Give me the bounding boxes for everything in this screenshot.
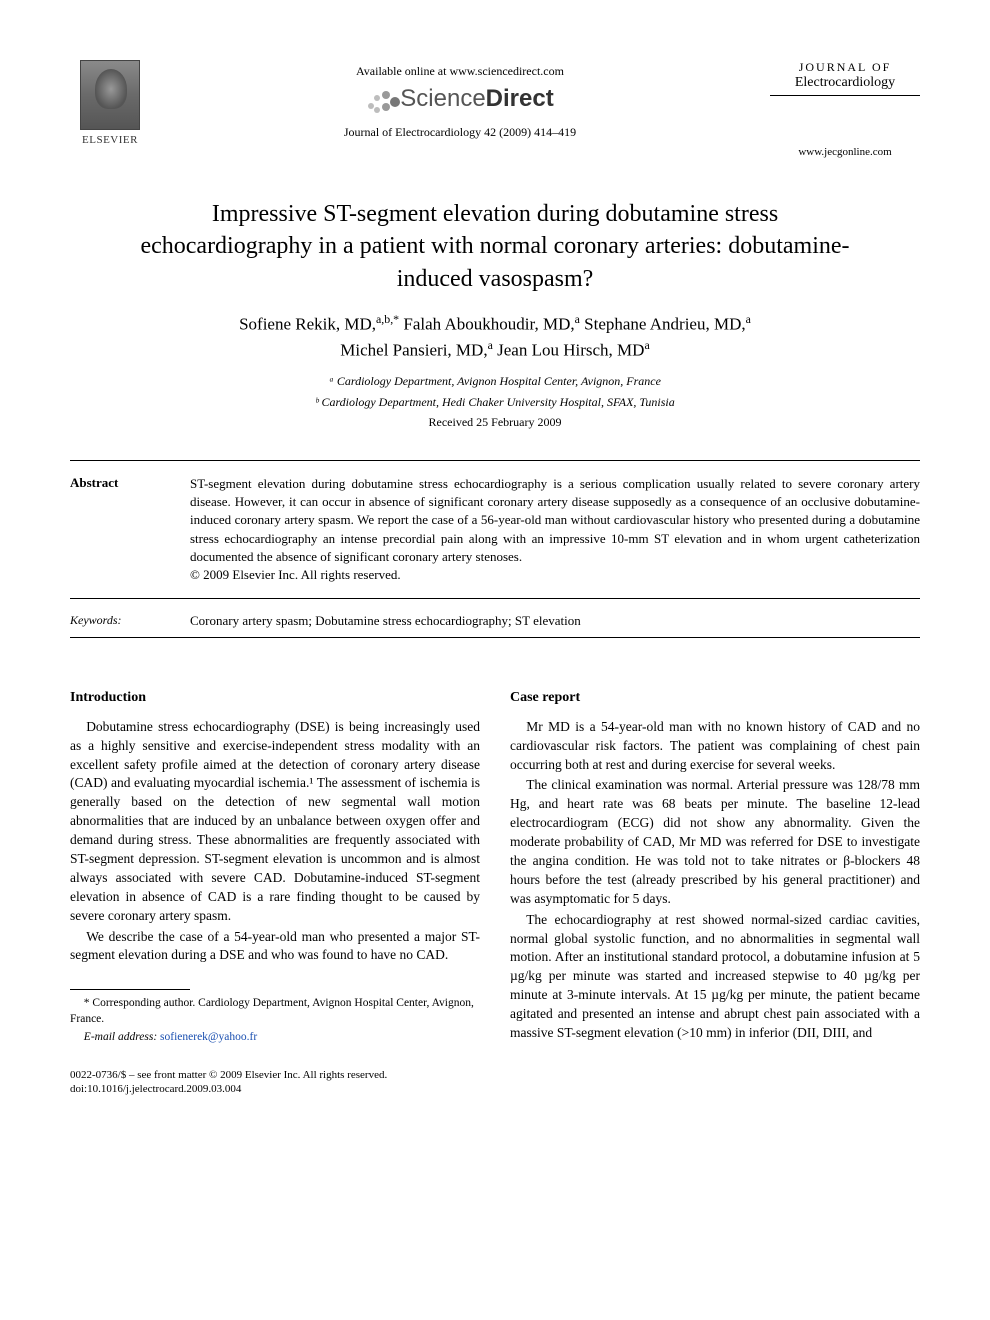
body-paragraph: The echocardiography at rest showed norm… <box>510 911 920 1043</box>
case-report-paragraphs: Mr MD is a 54-year-old man with no known… <box>510 718 920 1043</box>
abstract-label: Abstract <box>70 475 190 584</box>
abstract-copyright: © 2009 Elsevier Inc. All rights reserved… <box>190 567 401 582</box>
page-header: ELSEVIER Available online at www.science… <box>70 60 920 158</box>
journal-url: www.jecgonline.com <box>770 146 920 158</box>
keywords-label: Keywords: <box>70 613 190 629</box>
affiliations: ᵃ Cardiology Department, Avignon Hospita… <box>70 373 920 411</box>
author-email-link[interactable]: sofienerek@yahoo.fr <box>160 1031 257 1043</box>
received-date: Received 25 February 2009 <box>70 415 920 430</box>
journal-divider <box>770 95 920 96</box>
publisher-logo: ELSEVIER <box>70 60 150 146</box>
sd-brand-light: Science <box>400 85 485 112</box>
sciencedirect-dots-icon <box>366 85 396 113</box>
footnote-separator <box>70 989 190 990</box>
publisher-name: ELSEVIER <box>70 134 150 146</box>
journal-title-box: JOURNAL OF Electrocardiology www.jecgonl… <box>770 60 920 158</box>
available-online-text: Available online at www.sciencedirect.co… <box>150 64 770 79</box>
body-paragraph: The clinical examination was normal. Art… <box>510 776 920 908</box>
left-column: Introduction Dobutamine stress echocardi… <box>70 688 480 1047</box>
corresponding-author-footnote: * Corresponding author. Cardiology Depar… <box>70 996 480 1027</box>
abstract-text: ST-segment elevation during dobutamine s… <box>190 475 920 584</box>
intro-heading: Introduction <box>70 688 480 708</box>
header-center: Available online at www.sciencedirect.co… <box>150 60 770 140</box>
intro-paragraphs: Dobutamine stress echocardiography (DSE)… <box>70 718 480 966</box>
email-label: E-mail address: <box>84 1031 157 1043</box>
affiliation-line: ᵇ Cardiology Department, Hedi Chaker Uni… <box>70 394 920 411</box>
body-paragraph: Mr MD is a 54-year-old man with no known… <box>510 718 920 775</box>
sciencedirect-wordmark: ScienceDirect <box>400 85 553 113</box>
right-column: Case report Mr MD is a 54-year-old man w… <box>510 688 920 1047</box>
keywords-row: Keywords: Coronary artery spasm; Dobutam… <box>70 605 920 638</box>
email-line: E-mail address: sofienerek@yahoo.fr <box>70 1029 480 1045</box>
doi-block: 0022-0736/$ – see front matter © 2009 El… <box>70 1068 920 1098</box>
sciencedirect-logo: ScienceDirect <box>366 85 553 113</box>
article-title: Impressive ST-segment elevation during d… <box>130 198 860 295</box>
sd-brand-bold: Direct <box>486 85 554 112</box>
journal-citation: Journal of Electrocardiology 42 (2009) 4… <box>150 125 770 140</box>
abstract-body: ST-segment elevation during dobutamine s… <box>190 476 920 564</box>
elsevier-tree-icon <box>80 60 140 130</box>
abstract-block: Abstract ST-segment elevation during dob… <box>70 460 920 599</box>
keywords-text: Coronary artery spasm; Dobutamine stress… <box>190 613 581 629</box>
author-list: Sofiene Rekik, MD,a,b,* Falah Aboukhoudi… <box>70 311 920 363</box>
body-paragraph: We describe the case of a 54-year-old ma… <box>70 928 480 966</box>
doi-line: doi:10.1016/j.jelectrocard.2009.03.004 <box>70 1082 920 1097</box>
affiliation-line: ᵃ Cardiology Department, Avignon Hospita… <box>70 373 920 390</box>
journal-name-line1: JOURNAL OF <box>770 60 920 75</box>
front-matter-line: 0022-0736/$ – see front matter © 2009 El… <box>70 1068 920 1083</box>
case-report-heading: Case report <box>510 688 920 708</box>
body-paragraph: Dobutamine stress echocardiography (DSE)… <box>70 718 480 926</box>
journal-name-line2: Electrocardiology <box>770 75 920 91</box>
body-columns: Introduction Dobutamine stress echocardi… <box>70 688 920 1047</box>
